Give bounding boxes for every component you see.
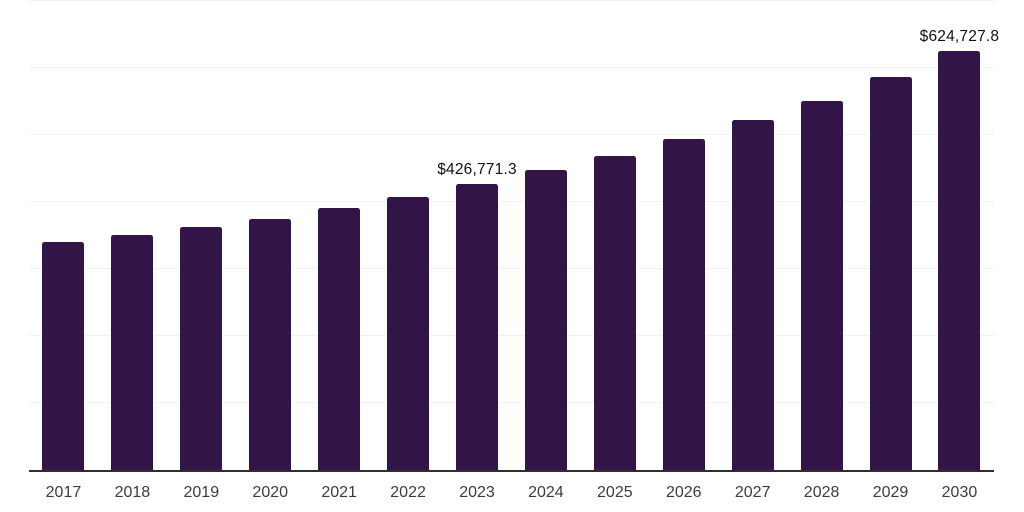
bar-2019[interactable]	[180, 227, 223, 470]
x-tick-2020: 2020	[252, 484, 289, 501]
x-tick-2018: 2018	[114, 484, 151, 501]
gridline-200000	[29, 335, 994, 336]
bars-container: $426,771.3 $624,727.8	[29, 1, 999, 470]
value-label-2030: $624,727.8	[919, 28, 1000, 46]
bar-column-2029	[856, 1, 925, 470]
plot-area: $426,771.3 $624,727.8	[29, 0, 999, 472]
bar-column-2020	[236, 1, 305, 470]
gridline-100000	[29, 402, 994, 403]
bar-column-2027	[718, 1, 787, 470]
x-tick-2029: 2029	[872, 484, 909, 501]
bar-2029[interactable]	[869, 77, 912, 470]
x-axis-labels: 2017 2018 2019 2020 2021 2022 2023 2024 2025 2026…	[29, 484, 994, 502]
x-tick-2026: 2026	[665, 484, 702, 501]
bar-2027[interactable]	[731, 120, 774, 470]
bar-column-2022	[374, 1, 443, 470]
x-tick-2017: 2017	[45, 484, 82, 501]
bar-column-2030: $624,727.8	[920, 1, 999, 470]
gridline-300000	[29, 268, 994, 269]
bar-column-2023: $426,771.3	[437, 1, 517, 470]
x-tick-2025: 2025	[597, 484, 633, 501]
bar-2020[interactable]	[249, 219, 292, 470]
bar-column-2024	[511, 1, 580, 470]
bar-2026[interactable]	[662, 139, 705, 470]
bar-column-2017	[29, 1, 98, 470]
bar-2023[interactable]: $426,771.3	[437, 161, 517, 470]
bar-column-2025	[580, 1, 649, 470]
x-tick-2027: 2027	[734, 484, 771, 501]
x-tick-2028: 2028	[803, 484, 840, 501]
x-tick-2024: 2024	[528, 484, 564, 501]
bar-2030[interactable]: $624,727.8	[920, 28, 999, 470]
x-tick-2030: 2030	[941, 484, 978, 501]
bar-2017[interactable]	[42, 241, 85, 470]
value-label-2023: $426,771.3	[437, 161, 517, 179]
bar-2021[interactable]	[318, 208, 361, 470]
bar-2018[interactable]	[111, 234, 154, 470]
bar-column-2018	[98, 1, 167, 470]
bar-2028[interactable]	[800, 100, 843, 470]
gridline-400000	[29, 201, 994, 202]
gridline-700000	[29, 0, 994, 1]
bar-column-2021	[305, 1, 374, 470]
bar-2025[interactable]	[593, 155, 636, 470]
gridline-600000	[29, 67, 994, 68]
x-tick-2022: 2022	[390, 484, 426, 501]
x-tick-2019: 2019	[183, 484, 220, 501]
bar-column-2028	[787, 1, 856, 470]
bar-2024[interactable]	[524, 169, 567, 470]
bar-2022[interactable]	[387, 196, 430, 470]
gridline-500000	[29, 134, 994, 135]
bar-column-2026	[649, 1, 718, 470]
x-tick-2023: 2023	[459, 484, 495, 501]
x-tick-2021: 2021	[321, 484, 357, 501]
bar-column-2019	[167, 1, 236, 470]
